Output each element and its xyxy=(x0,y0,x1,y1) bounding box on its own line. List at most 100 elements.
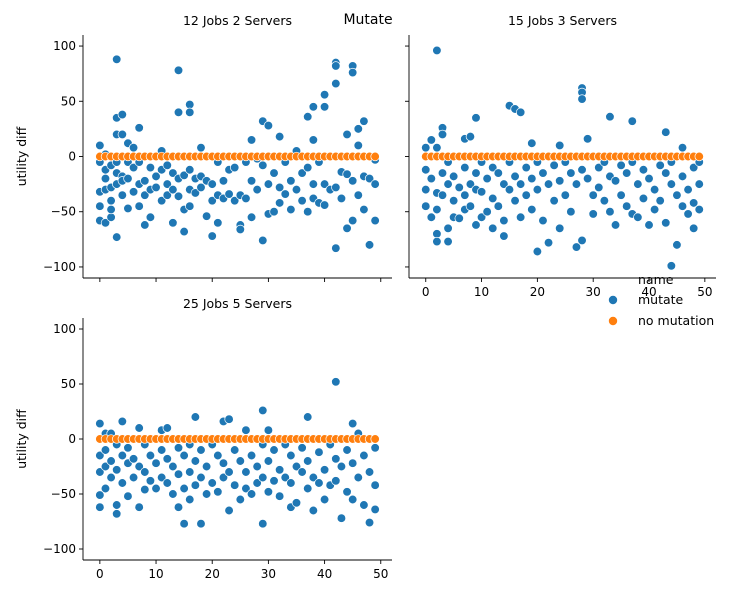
data-point xyxy=(95,450,105,461)
series-no-mutation xyxy=(95,151,380,162)
data-point xyxy=(145,162,156,173)
data-point xyxy=(622,168,632,178)
legend-label-mutate: mutate xyxy=(638,292,684,307)
data-point xyxy=(510,196,520,206)
x-tick-label: 30 xyxy=(586,285,601,299)
data-point xyxy=(112,54,122,64)
x-tick-label: 30 xyxy=(261,567,276,581)
x-tick-label: 20 xyxy=(205,567,220,581)
data-point xyxy=(359,116,369,126)
data-point xyxy=(633,179,643,189)
data-point xyxy=(616,160,626,170)
series-mutate xyxy=(421,45,704,271)
data-point xyxy=(100,173,111,184)
legend-marker-no-mutation xyxy=(608,315,619,326)
series-mutate xyxy=(95,377,380,529)
panel-title: 15 Jobs 3 Servers xyxy=(508,13,617,28)
data-point xyxy=(151,458,161,468)
data-point xyxy=(331,476,341,486)
data-point xyxy=(230,196,240,206)
series-no-mutation xyxy=(95,434,380,444)
data-point xyxy=(274,198,285,208)
y-tick-label: 50 xyxy=(61,94,76,108)
data-point xyxy=(196,519,206,529)
data-point xyxy=(235,456,245,466)
data-point xyxy=(117,478,127,488)
data-point xyxy=(616,190,626,200)
data-point xyxy=(319,465,330,475)
data-point xyxy=(218,176,229,186)
data-point xyxy=(437,190,448,200)
data-point xyxy=(594,162,604,173)
data-point xyxy=(263,425,274,435)
data-point xyxy=(677,171,688,182)
x-tick-label: 50 xyxy=(697,285,712,299)
data-point xyxy=(571,242,582,252)
data-point xyxy=(286,450,296,461)
data-point xyxy=(588,209,598,219)
data-point xyxy=(342,129,352,140)
data-point xyxy=(476,212,487,222)
data-point xyxy=(689,223,699,233)
y-tick-label: −100 xyxy=(43,260,76,274)
data-point xyxy=(488,162,498,173)
data-point xyxy=(482,173,492,184)
data-point xyxy=(493,201,503,211)
panel-title: 12 Jobs 2 Servers xyxy=(183,13,292,28)
data-point xyxy=(291,461,302,472)
data-point xyxy=(157,445,167,455)
data-point xyxy=(134,201,144,211)
data-point xyxy=(471,113,481,123)
x-tick-label: 20 xyxy=(530,285,545,299)
data-point xyxy=(241,467,251,477)
data-point xyxy=(319,102,330,112)
data-point xyxy=(359,500,369,510)
data-point xyxy=(348,215,358,226)
data-point xyxy=(610,220,621,230)
panel-3: 25 Jobs 5 Servers −100 −50 0 50 100 0 10 20 30 40 5… xyxy=(14,296,392,581)
data-point xyxy=(437,129,448,140)
data-point xyxy=(297,168,307,178)
data-point xyxy=(185,107,195,117)
data-point xyxy=(515,107,526,117)
data-point xyxy=(303,207,313,217)
data-point xyxy=(196,182,206,193)
data-point xyxy=(336,193,347,204)
y-tick-label: 50 xyxy=(61,377,76,391)
data-point xyxy=(331,61,341,71)
data-point xyxy=(224,467,234,477)
data-point xyxy=(246,489,257,499)
data-point xyxy=(274,131,285,142)
data-point xyxy=(140,484,150,495)
data-point xyxy=(465,179,476,189)
data-point xyxy=(308,505,318,516)
data-point xyxy=(331,454,341,464)
data-point xyxy=(185,201,195,211)
data-point xyxy=(179,450,189,461)
data-point xyxy=(499,215,509,226)
data-point xyxy=(117,129,127,140)
data-point xyxy=(577,94,587,104)
data-point xyxy=(151,171,161,182)
data-point xyxy=(677,143,688,153)
data-point xyxy=(549,196,559,206)
data-point xyxy=(201,211,212,221)
data-point xyxy=(342,169,352,179)
data-point xyxy=(303,112,313,122)
data-point xyxy=(134,123,144,133)
data-point xyxy=(364,173,375,184)
data-point xyxy=(449,196,459,206)
data-point xyxy=(258,519,268,529)
data-point xyxy=(605,207,615,217)
data-point xyxy=(566,207,576,217)
data-point xyxy=(443,179,453,189)
data-point xyxy=(128,472,139,483)
data-point xyxy=(689,198,699,208)
data-point xyxy=(655,196,665,206)
data-point xyxy=(319,200,330,210)
data-point xyxy=(173,469,184,479)
legend-title: name xyxy=(638,272,674,287)
data-point xyxy=(504,184,515,195)
data-point xyxy=(269,207,279,217)
data-point xyxy=(151,182,161,193)
